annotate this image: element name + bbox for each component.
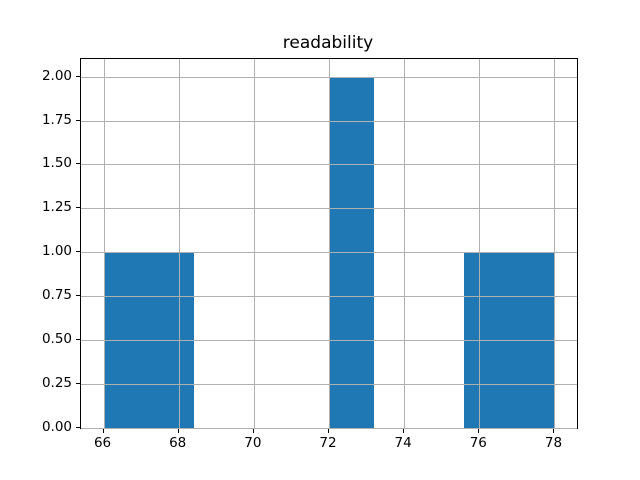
y-axis-tick xyxy=(76,119,80,121)
x-axis-tick-label: 66 xyxy=(93,435,112,451)
y-axis-tick xyxy=(76,251,80,253)
x-axis-tick-label: 70 xyxy=(244,435,262,451)
gridline-vertical xyxy=(479,59,481,428)
chart-title: readability xyxy=(282,33,374,53)
y-axis-tick xyxy=(76,339,80,341)
x-axis-tick xyxy=(252,429,254,433)
x-axis-tick xyxy=(177,429,179,433)
y-axis-tick xyxy=(76,427,80,428)
x-axis-tick-label: 68 xyxy=(169,435,187,451)
y-axis-tick xyxy=(76,207,80,209)
x-axis-tick-label: 78 xyxy=(544,435,563,451)
y-axis-tick-label: 1.50 xyxy=(41,155,72,172)
y-axis-tick xyxy=(76,75,80,77)
x-axis-tick xyxy=(403,429,405,433)
x-axis-tick xyxy=(102,429,104,433)
y-axis-tick-label: 2.00 xyxy=(41,67,72,84)
y-axis-tick xyxy=(76,163,80,165)
y-axis-tick-label: 0.25 xyxy=(41,375,72,392)
x-axis-tick-label: 74 xyxy=(394,435,412,451)
x-axis-tick xyxy=(478,429,480,433)
histogram-bar xyxy=(329,76,375,428)
x-axis-tick-label: 76 xyxy=(469,435,487,451)
x-axis-tick-label: 72 xyxy=(319,435,337,451)
gridline-vertical xyxy=(554,59,556,428)
histogram-bar xyxy=(103,252,149,428)
y-axis-tick xyxy=(76,295,80,297)
x-axis-tick xyxy=(328,429,329,433)
y-axis-tick-label: 1.25 xyxy=(41,199,72,216)
histogram-bar xyxy=(464,252,510,428)
histogram-bar xyxy=(509,252,555,428)
y-axis-tick-label: 1.75 xyxy=(41,111,72,128)
gridline-vertical xyxy=(178,59,180,428)
x-axis-tick xyxy=(553,429,555,433)
y-axis-tick-label: 0.50 xyxy=(41,331,72,348)
gridline-vertical xyxy=(329,59,330,428)
y-axis-tick-label: 0.00 xyxy=(41,419,72,435)
gridline-vertical xyxy=(253,59,255,428)
y-axis-tick xyxy=(76,383,80,385)
y-axis-tick-label: 0.75 xyxy=(41,287,72,304)
plot-area xyxy=(80,58,578,429)
gridline-vertical xyxy=(404,59,406,428)
gridline-horizontal xyxy=(81,428,577,429)
y-axis-tick-label: 1.00 xyxy=(41,243,72,260)
gridline-vertical xyxy=(103,59,105,428)
histogram-bar xyxy=(148,252,194,428)
